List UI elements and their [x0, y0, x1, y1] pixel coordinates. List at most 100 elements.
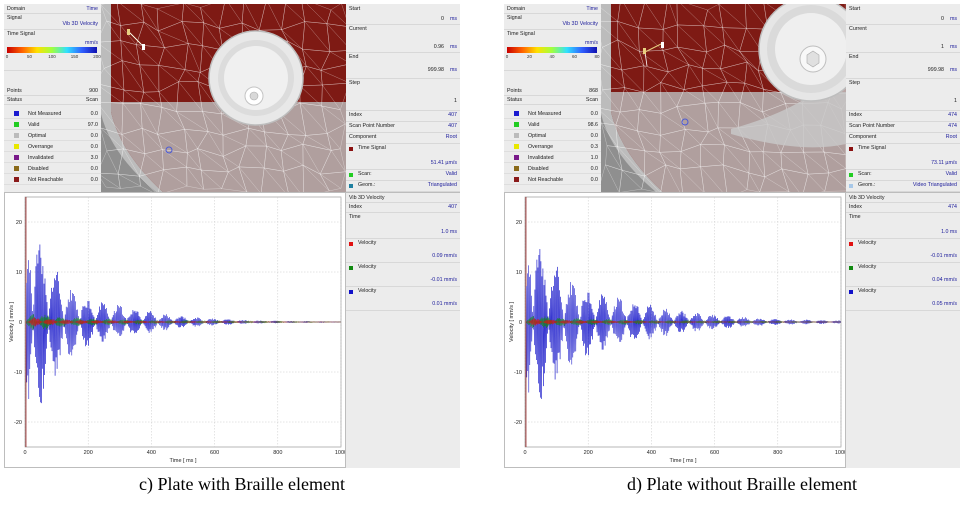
status-item-label: Disabled [28, 166, 49, 172]
domain-label: Domain [7, 6, 26, 12]
time-signal-row: Time Signal 73.11 µm/s [846, 143, 960, 170]
signal-value[interactable]: Vib 3D Velocity [62, 21, 98, 27]
index-row: Index 407 [346, 110, 460, 122]
velocity-chart: 0 200 400 600 800 1000 20 10 0 -10 -20 Time [ ms ] V… [509, 196, 845, 464]
points-label: Points [507, 88, 522, 94]
start-row[interactable]: Start 0 ms [346, 4, 460, 25]
current-value[interactable]: 1 [941, 44, 944, 50]
color-scale-tick: 80 [594, 54, 600, 59]
readout-velocity-row: Velocity -0.01 mm/s [846, 238, 960, 263]
cursor-readout-panel: Vib 3D Velocity Index 407 Time 1.0 ms Ve… [346, 192, 460, 468]
domain-value[interactable]: Time [86, 6, 98, 12]
start-value[interactable]: 0 [441, 16, 444, 22]
points-value: 900 [89, 88, 98, 94]
status-row-valid: Valid 98.6 [504, 120, 601, 130]
y-tick-label: -20 [14, 420, 22, 426]
unit-label: mm/s [585, 40, 598, 46]
start-value[interactable]: 0 [941, 16, 944, 22]
start-row[interactable]: Start 0 ms [846, 4, 960, 25]
scan-view-image [601, 4, 846, 192]
current-unit: ms [449, 44, 457, 50]
x-tick-label: 1000 [335, 450, 345, 456]
x-tick-label: 0 [523, 450, 526, 456]
readout-index-row: Index 407 [346, 202, 460, 213]
step-value[interactable]: 1 [454, 98, 457, 104]
status-color-swatch [514, 166, 519, 171]
geometry-value: Triangulated [427, 182, 457, 188]
status-color-swatch [14, 166, 19, 171]
start-unit: ms [449, 16, 457, 22]
status-item-value: 0.0 [590, 133, 598, 139]
geometry-value: Video Triangulated [912, 182, 957, 188]
end-row[interactable]: End 999.98 ms [846, 52, 960, 79]
readout-title-row: Vib 3D Velocity [846, 193, 960, 203]
software-window-c: Domain Time Signal Vib 3D Velocity Time … [4, 4, 460, 468]
geometry-row: Geom.: Video Triangulated [846, 180, 960, 192]
x-tick-label: 200 [584, 450, 593, 456]
status-row-disabled: Disabled 0.0 [4, 164, 101, 174]
status-item-label: Disabled [528, 166, 549, 172]
signal-value[interactable]: Vib 3D Velocity [562, 21, 598, 27]
readout-index-value: 474 [948, 204, 957, 210]
scan-view-3d[interactable] [101, 4, 346, 192]
current-row[interactable]: Current 0.96 ms [346, 24, 460, 53]
domain-label: Domain [507, 6, 526, 12]
scan-view-3d[interactable] [601, 4, 846, 192]
velocity-value: 0.09 mm/s [432, 253, 457, 259]
end-row[interactable]: End 999.98 ms [346, 52, 460, 79]
status-item-value: 0.0 [90, 177, 98, 183]
end-value[interactable]: 999.98 [427, 67, 444, 73]
domain-value[interactable]: Time [586, 6, 598, 12]
status-color-swatch [514, 155, 519, 160]
velocity-plot[interactable]: 0 200 400 600 800 1000 20 10 0 -10 -20 Time [ ms ] V… [4, 192, 346, 468]
x-axis-label: Time [ ms ] [670, 458, 697, 464]
readout-time-value: 1.0 ms [441, 229, 457, 235]
x-tick-label: 800 [773, 450, 782, 456]
time-signal-label: Time Signal [858, 145, 886, 151]
current-unit: ms [949, 44, 957, 50]
geometry-label: Geom.: [358, 182, 376, 188]
status-row-invalidated: Invalidated 3.0 [4, 153, 101, 163]
color-scale-tick: 150 [70, 54, 79, 59]
time-signal-swatch [849, 147, 853, 151]
current-value[interactable]: 0.96 [433, 44, 444, 50]
velocity-label: Velocity [858, 264, 877, 270]
velocity-plot[interactable]: 0 200 400 600 800 1000 20 10 0 -10 -20 Time [ ms ] V… [504, 192, 846, 468]
y-tick-label: -20 [514, 420, 522, 426]
signal-row[interactable]: Signal Vib 3D Velocity [504, 13, 601, 30]
time-signal-swatch [349, 147, 353, 151]
step-row[interactable]: Step 1 [346, 78, 460, 111]
signal-label: Signal [507, 15, 522, 21]
component-value: Root [445, 134, 457, 140]
geometry-swatch [849, 184, 853, 188]
index-label: Index [849, 112, 862, 118]
status-header-row: Status Scan [4, 95, 101, 105]
velocity-value: -0.01 mm/s [930, 253, 958, 259]
status-panel: Domain Time Signal Vib 3D Velocity Time … [4, 4, 101, 192]
coordinate-axes-icon [643, 42, 664, 67]
step-row[interactable]: Step 1 [846, 78, 960, 111]
domain-row[interactable]: Domain Time [4, 4, 101, 14]
current-label: Current [349, 26, 367, 32]
step-label: Step [849, 80, 860, 86]
end-value[interactable]: 999.98 [927, 67, 944, 73]
index-value: 474 [948, 112, 957, 118]
status-color-swatch [14, 111, 19, 116]
start-unit: ms [949, 16, 957, 22]
signal-row[interactable]: Signal Vib 3D Velocity [4, 13, 101, 30]
coordinate-axes-icon [127, 29, 146, 50]
step-value[interactable]: 1 [954, 98, 957, 104]
scan-status-swatch [349, 173, 353, 177]
status-row-overrange: Overrange 0.0 [4, 142, 101, 152]
readout-velocity-row: Velocity 0.04 mm/s [846, 262, 960, 287]
color-scale-ticks: 0 50 100 150 200 [6, 54, 101, 60]
velocity-swatch [849, 290, 853, 294]
end-label: End [849, 54, 859, 60]
time-signal-label: Time Signal [507, 31, 535, 37]
scan-point-row: Scan Point Number 474 [846, 121, 960, 133]
domain-row[interactable]: Domain Time [504, 4, 601, 14]
velocity-label: Velocity [358, 264, 377, 270]
y-tick-label: 10 [16, 270, 22, 276]
current-row[interactable]: Current 1 ms [846, 24, 960, 53]
color-scale-tick: 0 [505, 54, 509, 59]
